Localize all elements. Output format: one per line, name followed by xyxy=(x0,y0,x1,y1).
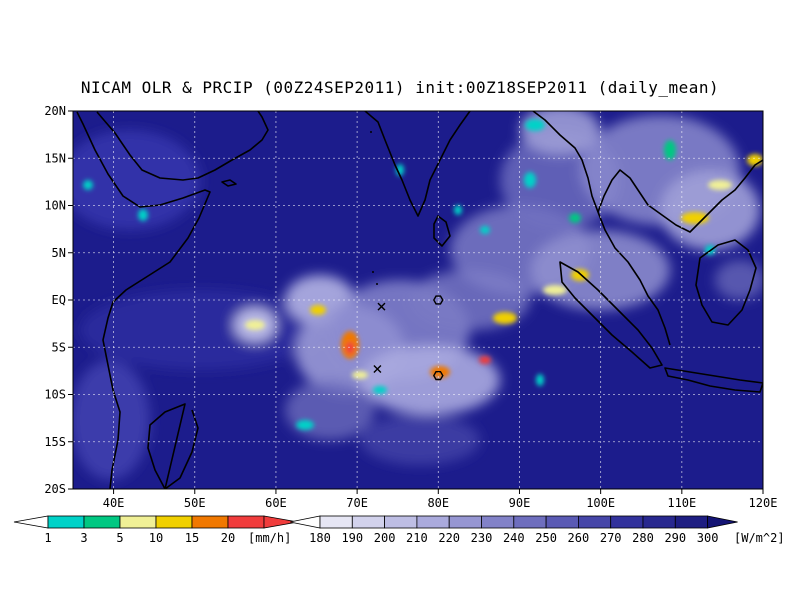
lat-tick-label: 20N xyxy=(44,104,66,118)
precip-label: 1 xyxy=(44,531,51,545)
map-grid xyxy=(73,111,763,489)
olr-label: 240 xyxy=(503,531,525,545)
olr-swatch xyxy=(545,515,579,529)
lat-tick-label: 10S xyxy=(44,388,66,402)
precip-label: 15 xyxy=(185,531,199,545)
olr-label: 260 xyxy=(568,531,590,545)
markers xyxy=(373,295,444,381)
olr-label: 180 xyxy=(309,531,331,545)
olr-swatch xyxy=(481,515,515,529)
coast-srilanka xyxy=(433,215,451,247)
precip-swatch xyxy=(47,515,85,529)
precip-unit: [mm/h] xyxy=(248,531,291,545)
olr-swatch xyxy=(578,515,612,529)
coast-socotra xyxy=(221,179,237,187)
lon-tick-label: 110E xyxy=(667,496,696,510)
coast-java xyxy=(664,367,763,393)
olr-left-arrow xyxy=(289,515,321,529)
lon-tick-label: 60E xyxy=(265,496,287,510)
olr-unit: [W/m^2] xyxy=(734,531,785,545)
lat-tick-label: 10N xyxy=(44,199,66,213)
olr-label: 300 xyxy=(697,531,719,545)
coast-arabia xyxy=(96,111,269,181)
precip-swatch xyxy=(83,515,121,529)
lat-tick-label: 15S xyxy=(44,435,66,449)
lat-tick-label: EQ xyxy=(52,293,66,307)
olr-swatch xyxy=(674,515,708,529)
olr-right-arrow xyxy=(707,515,738,529)
olr-label: 200 xyxy=(374,531,396,545)
coast-madagascar xyxy=(147,403,199,489)
lat-tick-label: 15N xyxy=(44,151,66,165)
olr-colorbar: 180 190 200 210 220 230 240 250 260 270 280 290 300 [… xyxy=(289,515,785,545)
hexagon-marker xyxy=(432,371,444,381)
x-marker xyxy=(377,302,386,311)
coast-sumatra xyxy=(559,261,663,369)
coast-africa xyxy=(76,111,211,489)
lat-tick-label: 5N xyxy=(52,246,66,260)
coast-maldives xyxy=(370,131,378,285)
x-marker xyxy=(373,364,382,373)
olr-label: 210 xyxy=(406,531,428,545)
olr-label: 220 xyxy=(438,531,460,545)
chart-title: NICAM OLR & PRCIP (00Z24SEP2011) init:00… xyxy=(80,78,720,97)
lat-tick-label: 5S xyxy=(52,340,66,354)
coast-mainland-sea xyxy=(532,111,671,346)
olr-label: 290 xyxy=(664,531,686,545)
lon-tick-label: 40E xyxy=(103,496,125,510)
lon-tick-label: 80E xyxy=(427,496,449,510)
precip-right-arrow xyxy=(263,515,299,529)
olr-label: 280 xyxy=(632,531,654,545)
lon-tick-label: 70E xyxy=(346,496,368,510)
precip-swatch xyxy=(191,515,229,529)
precip-left-arrow xyxy=(13,515,49,529)
olr-label: 230 xyxy=(471,531,493,545)
olr-swatch xyxy=(513,515,547,529)
olr-swatch xyxy=(642,515,676,529)
coastlines xyxy=(76,111,763,489)
lat-axis: 20N 15N 10N 5N EQ 5S 10S 15S 20S xyxy=(44,104,73,496)
olr-label: 190 xyxy=(341,531,363,545)
lon-tick-label: 50E xyxy=(184,496,206,510)
olr-swatch xyxy=(351,515,385,529)
olr-swatch xyxy=(448,515,482,529)
precip-colorbar: 1 3 5 10 15 20 [mm/h] xyxy=(13,515,299,545)
olr-swatch xyxy=(610,515,644,529)
olr-field xyxy=(73,111,763,480)
olr-swatch xyxy=(319,515,353,529)
olr-swatch xyxy=(416,515,450,529)
precip-label: 20 xyxy=(221,531,235,545)
lon-tick-label: 100E xyxy=(586,496,615,510)
precip-swatch xyxy=(119,515,157,529)
precip-label: 10 xyxy=(149,531,163,545)
lon-tick-label: 120E xyxy=(749,496,778,510)
lon-tick-label: 90E xyxy=(509,496,531,510)
olr-swatch xyxy=(384,515,418,529)
coast-thailand xyxy=(597,159,763,233)
precip-swatch xyxy=(155,515,193,529)
lat-tick-label: 20S xyxy=(44,482,66,496)
coast-india xyxy=(364,111,471,217)
hexagon-marker xyxy=(432,295,444,305)
lon-axis: 40E 50E 60E 70E 80E 90E 100E 110E 120E xyxy=(103,489,778,510)
precip-label: 5 xyxy=(116,531,123,545)
coast-borneo xyxy=(695,239,757,326)
precip-swatch xyxy=(227,515,265,529)
precip-label: 3 xyxy=(80,531,87,545)
olr-label: 270 xyxy=(600,531,622,545)
olr-label: 250 xyxy=(535,531,557,545)
